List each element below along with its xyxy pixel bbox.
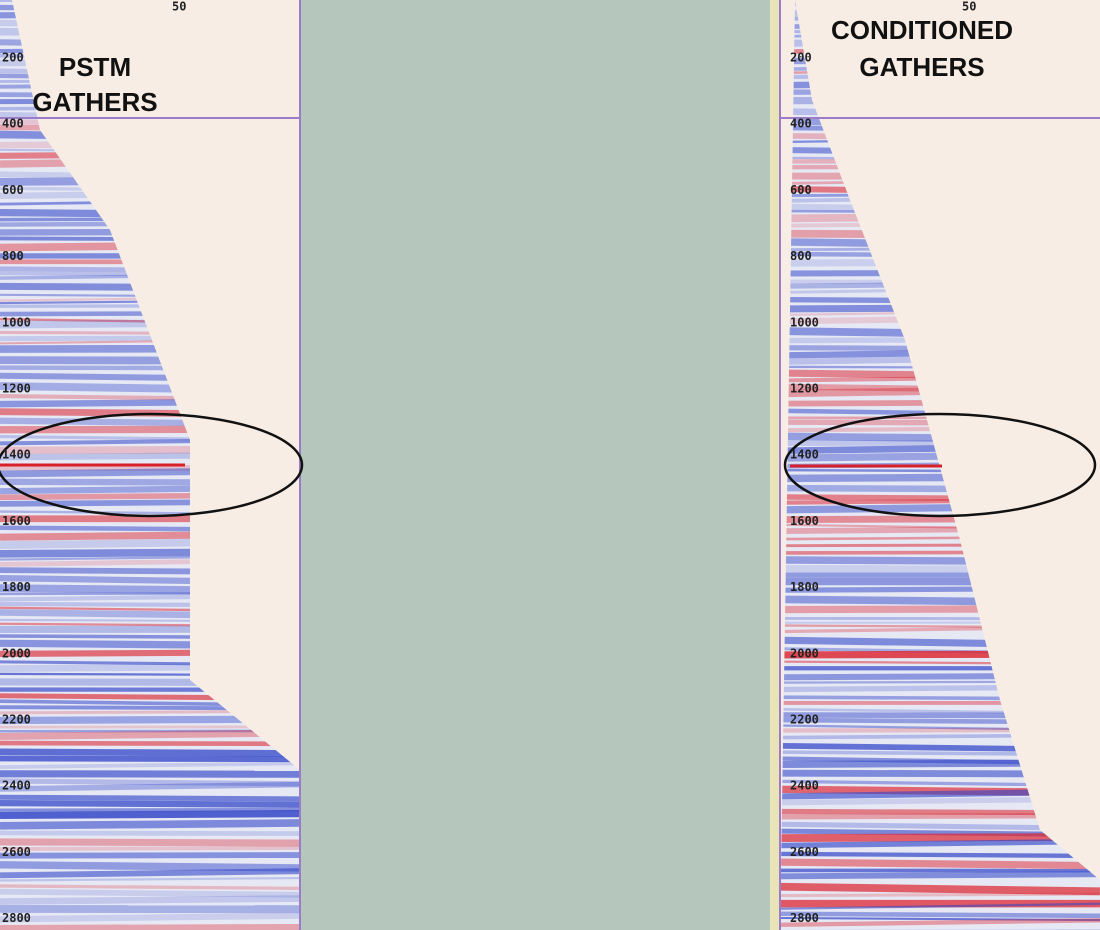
time-label: 800 — [2, 249, 24, 263]
time-label: 2200 — [790, 713, 819, 727]
seismic-event — [780, 911, 1100, 919]
seismic-event — [0, 755, 300, 763]
seismic-event — [0, 904, 300, 914]
time-label: 1600 — [2, 514, 31, 528]
seismic-event — [780, 868, 1100, 873]
time-label: 200 — [790, 51, 812, 65]
seismic-event — [780, 892, 1100, 898]
time-label: 2800 — [790, 911, 819, 925]
seismic-event — [0, 861, 300, 872]
seismic-event — [0, 725, 300, 729]
time-label: 2000 — [2, 646, 31, 660]
seismic-event — [780, 812, 1100, 820]
seismic-event — [780, 858, 1100, 870]
panel-title: GATHERS — [32, 87, 157, 117]
seismic-event — [0, 778, 300, 787]
time-label: 1000 — [790, 315, 819, 329]
time-label: 600 — [790, 183, 812, 197]
time-label: 1800 — [790, 580, 819, 594]
time-label: 400 — [790, 117, 812, 131]
seismic-event — [780, 769, 1100, 778]
middle-panel — [300, 0, 775, 930]
time-label: 1200 — [790, 382, 819, 396]
time-label: 1200 — [2, 382, 31, 396]
seismic-event — [780, 788, 1100, 800]
seismic-event — [0, 876, 300, 882]
time-label: 1800 — [2, 580, 31, 594]
highlight-ellipse — [0, 412, 304, 518]
seismic-event — [0, 819, 300, 830]
seismic-event — [0, 888, 300, 898]
seismic-event — [0, 924, 300, 930]
seismic-event — [0, 794, 300, 802]
seismic-event — [780, 916, 1100, 922]
time-label: 2000 — [790, 646, 819, 660]
seismic-event — [0, 830, 300, 836]
time-label: 1600 — [790, 514, 819, 528]
offset-label: 50 — [962, 0, 976, 14]
time-label: 1400 — [2, 448, 31, 462]
panel-title: CONDITIONED — [831, 15, 1013, 45]
time-label: 800 — [790, 249, 812, 263]
seismic-event — [0, 761, 300, 769]
seismic-event — [780, 902, 1100, 910]
seismic-event — [0, 715, 300, 725]
seismic-event — [0, 748, 300, 757]
seismic-event — [780, 808, 1100, 816]
time-label: 1000 — [2, 315, 31, 329]
seismic-event — [0, 868, 300, 879]
seismic-event — [0, 912, 300, 923]
seismic-event — [780, 821, 1100, 831]
time-label: 2600 — [2, 845, 31, 859]
seismic-event — [0, 838, 300, 847]
time-label: 2400 — [2, 779, 31, 793]
panel-title: PSTM — [59, 52, 131, 82]
seismic-event — [780, 851, 1100, 859]
time-label: 400 — [2, 117, 24, 131]
time-label: 2400 — [790, 779, 819, 793]
seismic-event — [780, 779, 1100, 788]
time-label: 1400 — [790, 448, 819, 462]
seismic-event — [0, 810, 300, 820]
time-label: 2200 — [2, 713, 31, 727]
seismic-event — [780, 882, 1100, 896]
offset-label: 50 — [172, 0, 186, 14]
seismic-event — [780, 796, 1100, 806]
seismic-event — [0, 781, 300, 792]
seismic-event — [0, 709, 300, 715]
seismic-event — [780, 833, 1100, 842]
highlight-ellipse — [783, 412, 1097, 518]
seismic-event — [780, 838, 1100, 849]
seismic-event — [0, 729, 300, 740]
panel-title: GATHERS — [859, 52, 984, 82]
seismic-event — [0, 884, 300, 891]
time-label: 2600 — [790, 845, 819, 859]
seismic-event — [0, 729, 300, 733]
seismic-event — [0, 852, 300, 859]
seismic-event — [0, 845, 300, 852]
time-label: 200 — [2, 51, 24, 65]
time-label: 600 — [2, 183, 24, 197]
panel-border — [770, 0, 780, 930]
seismic-event — [0, 770, 300, 778]
seismic-event — [780, 871, 1100, 880]
time-label: 2800 — [2, 911, 31, 925]
seismic-event — [0, 740, 300, 747]
seismic-event — [780, 918, 1100, 928]
seismic-event — [0, 895, 300, 905]
seismic-event — [0, 799, 300, 808]
